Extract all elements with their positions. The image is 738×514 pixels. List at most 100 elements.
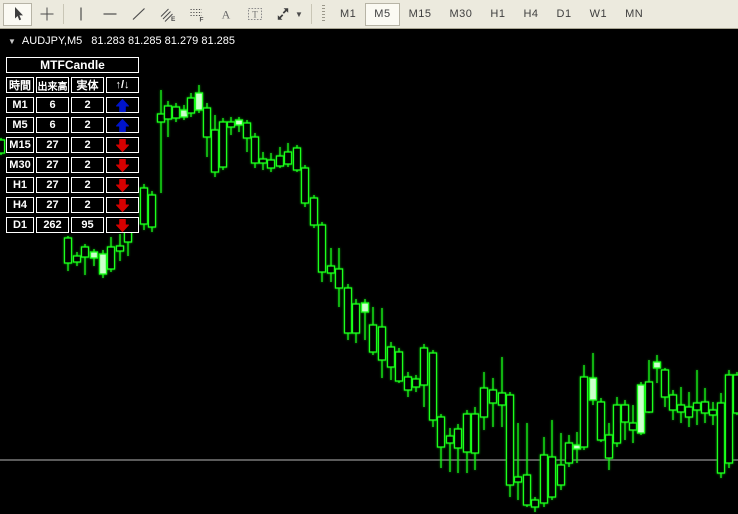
mtf-column-header: 実体	[71, 77, 104, 93]
bear-candle	[242, 120, 252, 152]
mtf-body-cell: 2	[71, 137, 104, 153]
bear-candle	[419, 344, 429, 407]
toolbar-grip[interactable]	[322, 5, 325, 23]
bear-candle	[292, 145, 302, 172]
bear-candle	[0, 138, 6, 155]
bull-candle	[179, 105, 189, 120]
bear-candle	[479, 372, 489, 430]
timeframe-button-h4[interactable]: H4	[523, 8, 539, 20]
timeframe-button-d1[interactable]: D1	[556, 8, 572, 20]
bull-candle	[572, 432, 582, 463]
mtf-body-cell: 2	[71, 177, 104, 193]
trendline-icon	[131, 6, 147, 22]
bear-candle	[692, 370, 702, 425]
bear-candle	[202, 103, 212, 157]
mtf-timeframe-cell: H1	[6, 177, 34, 193]
candlestick-chart[interactable]	[0, 30, 738, 514]
mtf-column-header: 出来高	[36, 77, 69, 93]
bear-candle	[386, 342, 396, 380]
mtf-timeframe-cell: H4	[6, 197, 34, 213]
bull-candle	[652, 355, 662, 383]
mtf-direction-cell	[106, 197, 139, 213]
mtf-row-h4: H4 27 2	[6, 197, 139, 217]
text-tool-button[interactable]: A	[211, 3, 240, 26]
bear-candle	[579, 365, 589, 450]
chart-dropdown-triangle-icon[interactable]: ▼	[8, 36, 16, 46]
svg-text:A: A	[221, 8, 230, 22]
mtf-panel-title: MTFCandle	[6, 57, 139, 73]
horizontal-line-tool-button[interactable]	[95, 3, 124, 26]
drawing-toolbar: E F A T ▼	[3, 2, 309, 26]
bear-candle	[394, 348, 404, 383]
mtfcandle-indicator-panel: MTFCandle 時間 出来高 実体 ↑/↓ M1 6 2 M5 6 2 M15 27 2 M30 27 2…	[6, 57, 139, 237]
timeframe-button-m1[interactable]: M1	[340, 8, 357, 20]
mtf-body-cell: 2	[71, 117, 104, 133]
timeframe-button-mn[interactable]: MN	[625, 8, 644, 20]
down-arrow-icon	[116, 218, 129, 232]
bear-candle	[351, 299, 361, 343]
bear-candle	[115, 234, 125, 261]
chart-area[interactable]: ▼ AUDJPY,M5 81.283 81.285 81.279 81.285 …	[0, 30, 738, 514]
mtf-direction-cell	[106, 157, 139, 173]
up-arrow-icon	[116, 118, 129, 132]
bear-candle	[210, 115, 220, 177]
bear-candle	[258, 152, 268, 170]
cursor-icon	[10, 6, 26, 22]
timeframe-button-m5[interactable]: M5	[365, 2, 400, 26]
mtf-volume-cell: 27	[36, 137, 69, 153]
svg-text:F: F	[199, 17, 203, 23]
bull-candle	[89, 249, 99, 266]
bear-candle	[300, 165, 310, 207]
bear-candle	[163, 101, 173, 137]
bear-candle	[218, 118, 228, 170]
vertical-line-tool-button[interactable]	[66, 3, 95, 26]
crosshair-tool-button[interactable]	[32, 3, 61, 26]
timeframe-button-w1[interactable]: W1	[589, 8, 608, 20]
mtf-direction-cell	[106, 217, 139, 233]
svg-text:T: T	[252, 10, 258, 20]
mtf-volume-cell: 27	[36, 177, 69, 193]
bear-candle	[250, 133, 260, 168]
bear-candle	[470, 407, 480, 470]
down-arrow-icon	[116, 158, 129, 172]
timeframe-button-m15[interactable]: M15	[408, 8, 432, 20]
fibonacci-retracement-tool-button[interactable]: F	[182, 3, 211, 26]
bear-candle	[436, 414, 446, 468]
mtf-timeframe-cell: M30	[6, 157, 34, 173]
mtf-volume-cell: 262	[36, 217, 69, 233]
horizontal-line-icon	[102, 6, 118, 22]
mtf-body-cell: 2	[71, 157, 104, 173]
equidistant-channel-tool-button[interactable]: E	[153, 3, 182, 26]
bear-candle	[513, 423, 523, 500]
timeframe-button-h1[interactable]: H1	[490, 8, 506, 20]
timeframe-button-m30[interactable]: M30	[449, 8, 473, 20]
bear-candle	[411, 375, 421, 392]
bear-candle	[368, 307, 378, 355]
chart-title: ▼ AUDJPY,M5 81.283 81.285 81.279 81.285	[8, 35, 235, 47]
bear-candle	[275, 147, 285, 168]
timeframe-toolbar: M1 M5 M15 M30 H1 H4 D1 W1 MN	[331, 2, 652, 26]
svg-text:E: E	[171, 16, 176, 22]
mtf-timeframe-cell: M15	[6, 137, 34, 153]
mtf-body-cell: 95	[71, 217, 104, 233]
bear-candle	[171, 103, 181, 122]
bull-candle	[588, 353, 598, 405]
bear-candle	[708, 402, 718, 425]
bear-candle	[147, 191, 157, 232]
cursor-tool-button[interactable]	[3, 2, 32, 26]
mtf-body-cell: 2	[71, 97, 104, 113]
bear-candle	[668, 390, 678, 420]
bear-candle	[564, 435, 574, 467]
text-label-tool-button[interactable]: T	[240, 3, 269, 26]
bear-candle	[732, 372, 738, 415]
trendline-tool-button[interactable]	[124, 3, 153, 26]
toolbar-separator	[63, 4, 64, 24]
arrows-dropdown-caret-icon[interactable]: ▼	[295, 9, 303, 19]
bear-candle	[539, 437, 549, 507]
bull-candle	[360, 299, 370, 340]
chart-symbol-label: AUDJPY,M5	[21, 35, 83, 47]
bear-candle	[309, 195, 319, 228]
arrows-tool-button[interactable]: ▼	[269, 3, 309, 26]
bear-candle	[377, 308, 387, 378]
